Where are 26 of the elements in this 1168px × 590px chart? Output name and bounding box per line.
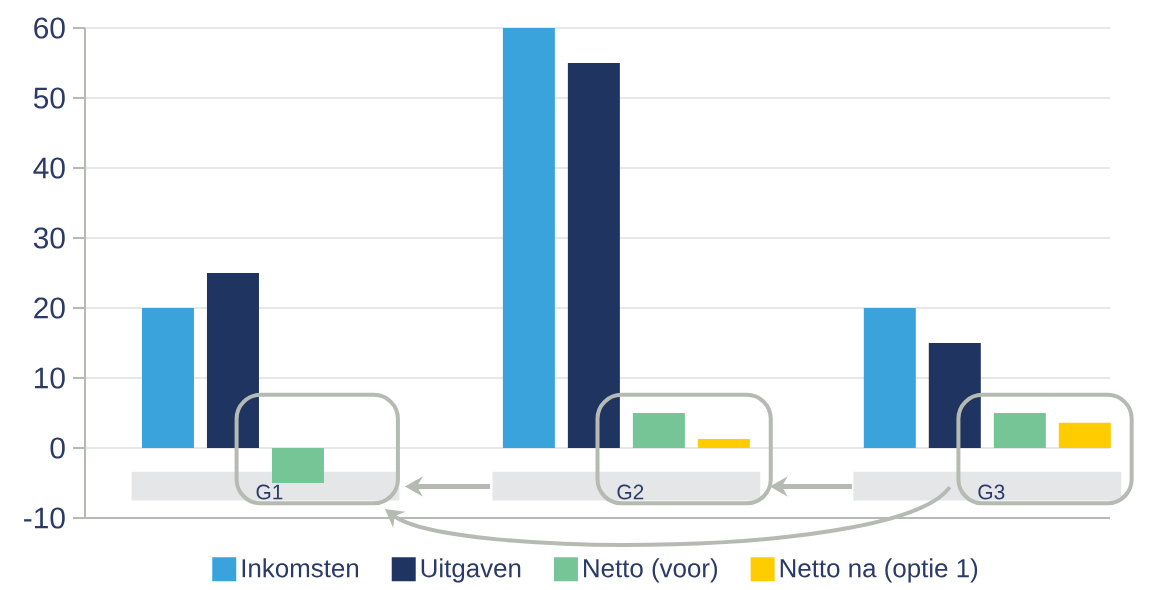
x-tick-label: G1: [256, 484, 283, 500]
y-tick-label: 0: [50, 437, 65, 459]
legend-label: Netto (voor): [584, 558, 718, 583]
y-tick-label: 10: [34, 367, 65, 389]
y-tick-label: 60: [34, 17, 65, 39]
bar: [141, 308, 194, 448]
bar: [928, 343, 981, 448]
bar: [1058, 422, 1111, 448]
bar: [206, 273, 259, 448]
bar: [271, 448, 324, 483]
y-tick-label: 40: [33, 157, 65, 179]
bar: [567, 63, 620, 448]
legend-label: Netto na (optie 1): [780, 558, 978, 583]
bar: [632, 413, 685, 448]
y-tick-label: 50: [33, 87, 65, 109]
bar: [697, 438, 750, 448]
bar: [863, 308, 916, 448]
legend-label: Uitgaven: [421, 558, 521, 583]
x-tick-label: G3: [978, 484, 1005, 500]
y-tick-label: 30: [33, 227, 65, 249]
x-tick-label: G2: [617, 484, 644, 500]
legend-label: Inkomsten: [242, 558, 359, 578]
y-tick-label: -10: [24, 507, 65, 529]
y-tick-label: 20: [34, 297, 65, 319]
bar: [993, 413, 1046, 448]
bar: [502, 28, 555, 448]
